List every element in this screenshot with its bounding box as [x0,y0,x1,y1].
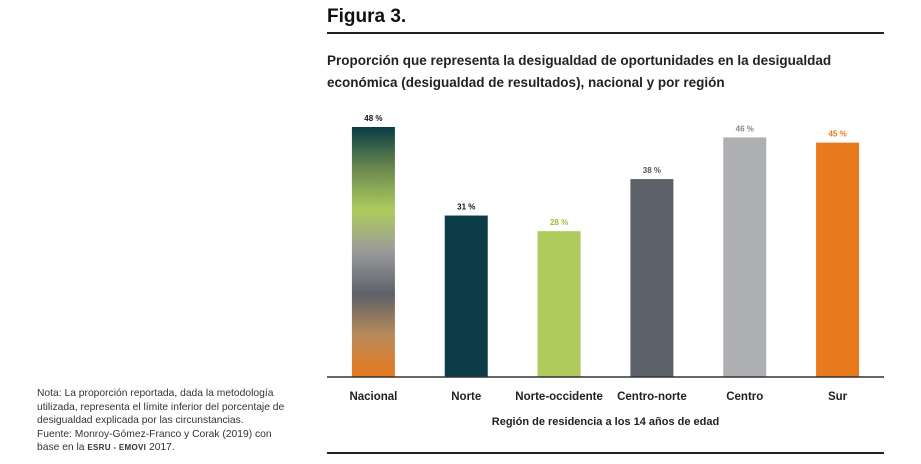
bar-sur [816,142,860,377]
x-tick-label: Norte [451,391,481,403]
x-tick-label: Centro-norte [617,391,687,403]
x-tick-label: Sur [828,391,848,403]
x-axis-title: Región de residencia a los 14 años de ed… [492,416,719,428]
source-prefix: base en la [37,442,85,453]
bar-value-label: 38 % [643,166,661,175]
survey-year: 2017. [149,442,175,453]
note-line: desigualdad explicada por las circunstan… [37,415,244,426]
note-line: utilizada, representa el límite inferior… [37,401,285,413]
bar-norte [444,215,488,377]
bar-nacional [351,127,395,377]
bar-value-label: 48 % [364,114,382,123]
survey-name: ESRU - EMOVI [87,443,147,452]
bar-value-label: 28 % [550,218,568,227]
chart-note: Nota: La proporción reportada, dada la m… [37,387,307,455]
x-tick-label: Nacional [349,391,397,403]
bar-value-label: 31 % [457,203,475,212]
x-tick-label: Norte-occidente [515,391,603,403]
figure-label: Figura 3. [327,6,407,27]
bar-norte-occidente [537,231,581,377]
chart-title: Proporción que representa la desigualdad… [327,50,887,94]
chart-title-line-1: Proporción que representa la desigualdad… [327,53,832,68]
top-rule [327,32,884,34]
bar-value-label: 46 % [736,124,754,133]
x-tick-label: Centro [726,391,763,403]
source-line: base en la ESRU - EMOVI 2017. [37,441,307,455]
bar-value-label: 45 % [828,130,846,139]
source-line: Fuente: Monroy-Gómez-Franco y Corak (201… [37,428,272,440]
note-line: Nota: La proporción reportada, dada la m… [37,388,274,399]
bar-centro-norte [630,179,674,377]
bottom-rule [327,452,884,454]
bar-centro [723,137,767,377]
chart-title-line-2: económica (desigualdad de resultados), n… [327,75,725,90]
